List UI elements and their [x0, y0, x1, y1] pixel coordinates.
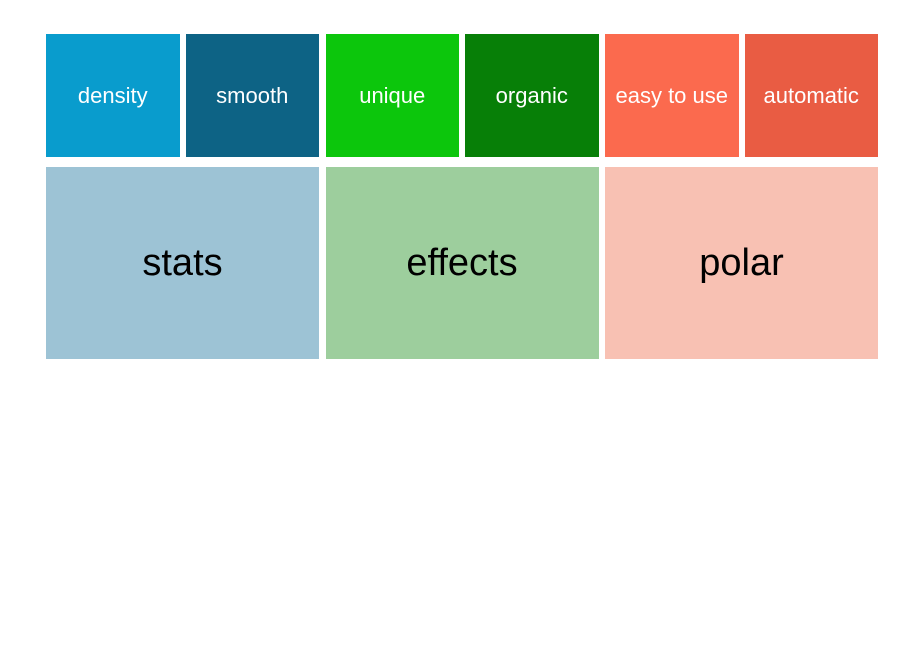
- cell-label-polar: polar: [699, 241, 784, 284]
- treemap-cell-automatic: automatic: [744, 34, 878, 157]
- treemap-cell-unique: unique: [325, 34, 459, 157]
- cell-label-automatic: automatic: [763, 82, 859, 108]
- treemap-chart: density smooth stats unique organic effe…: [46, 34, 878, 359]
- treemap-cell-stats: stats: [46, 167, 319, 359]
- cell-label-organic: organic: [495, 82, 568, 108]
- treemap-cell-effects: effects: [325, 167, 599, 359]
- treemap-cell-smooth: smooth: [185, 34, 319, 157]
- treemap-group-stats: density smooth stats: [46, 34, 319, 359]
- cell-label-unique: unique: [359, 82, 426, 108]
- cell-label-smooth: smooth: [216, 82, 289, 108]
- treemap-group-polar-children: easy to use automatic: [605, 34, 878, 157]
- treemap-group-effects: unique organic effects: [325, 34, 599, 359]
- treemap-cell-easy-to-use: easy to use: [605, 34, 739, 157]
- cell-label-density: density: [77, 82, 148, 108]
- treemap-cell-density: density: [46, 34, 180, 157]
- cell-label-effects: effects: [406, 241, 518, 284]
- cell-label-easy-to-use: easy to use: [615, 82, 728, 108]
- treemap-group-effects-children: unique organic: [325, 34, 599, 157]
- treemap-group-stats-children: density smooth: [46, 34, 319, 157]
- cell-label-stats: stats: [142, 241, 223, 284]
- treemap-cell-polar: polar: [605, 167, 878, 359]
- treemap-cell-organic: organic: [465, 34, 599, 157]
- treemap-group-polar: easy to use automatic polar: [605, 34, 878, 359]
